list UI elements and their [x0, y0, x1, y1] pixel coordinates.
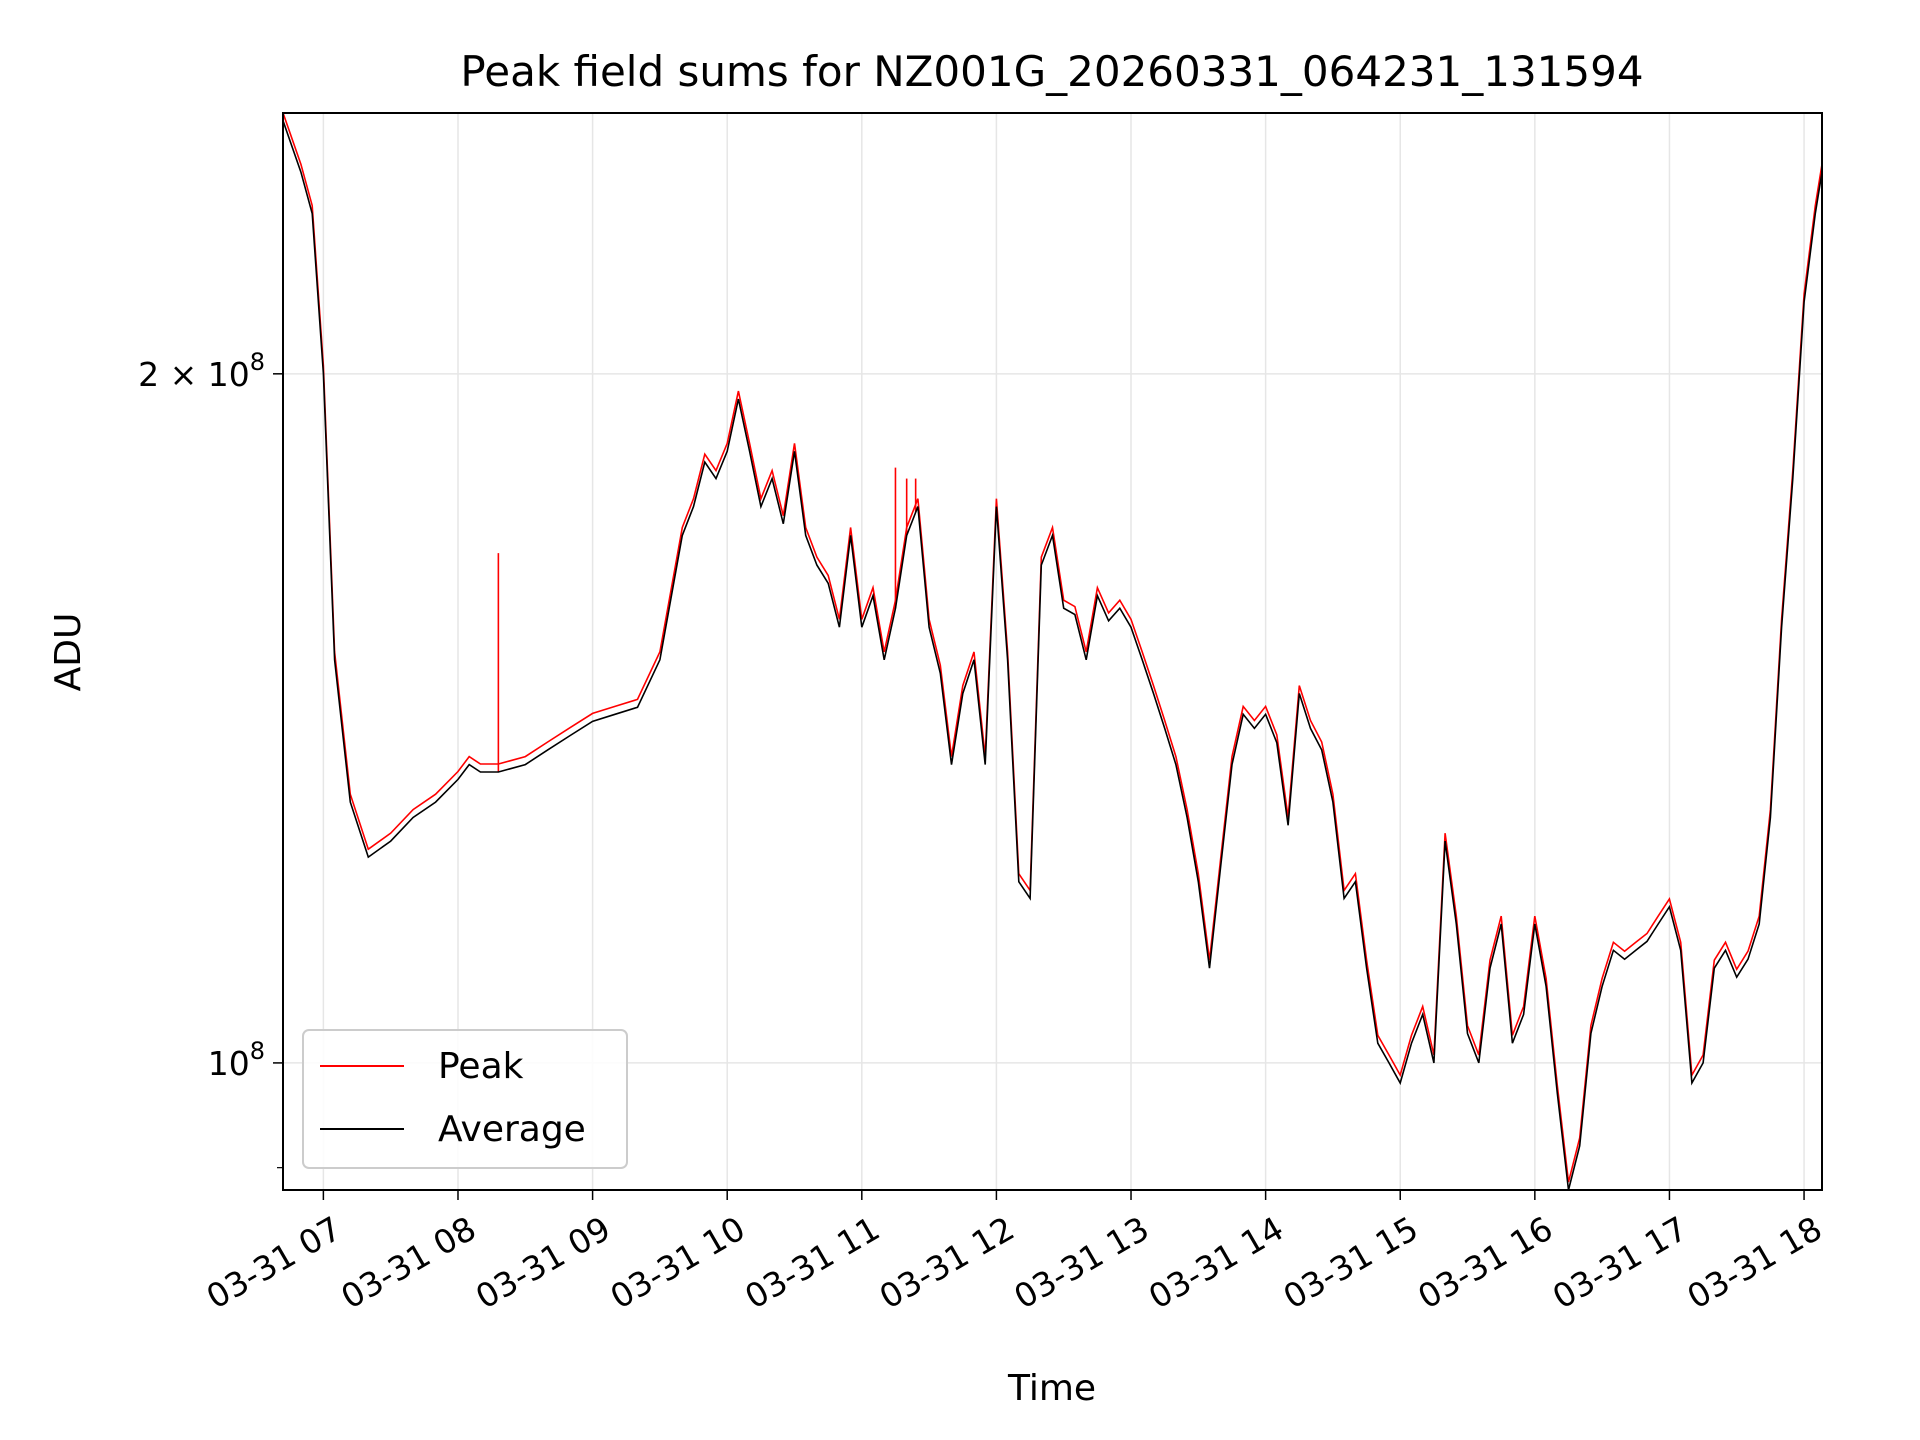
plot-frame	[282, 112, 1823, 1191]
legend-label-average: Average	[438, 1109, 586, 1150]
y-axis: 2 × 108 108	[138, 348, 283, 1169]
series-layer	[283, 113, 1822, 1190]
legend: Peak Average	[302, 1029, 628, 1169]
series-line-average	[283, 120, 1822, 1190]
legend-label-peak: Peak	[438, 1046, 524, 1087]
chart-title: Peak field sums for NZ001G_20260331_0642…	[460, 47, 1643, 96]
y-tick-label: 2 × 108	[138, 348, 265, 394]
y-axis-label: ADU	[48, 613, 89, 692]
legend-box	[302, 1029, 628, 1169]
series-line-peak	[283, 113, 1822, 1183]
x-axis-label: Time	[1007, 1368, 1096, 1409]
y-tick-label: 108	[208, 1037, 265, 1083]
